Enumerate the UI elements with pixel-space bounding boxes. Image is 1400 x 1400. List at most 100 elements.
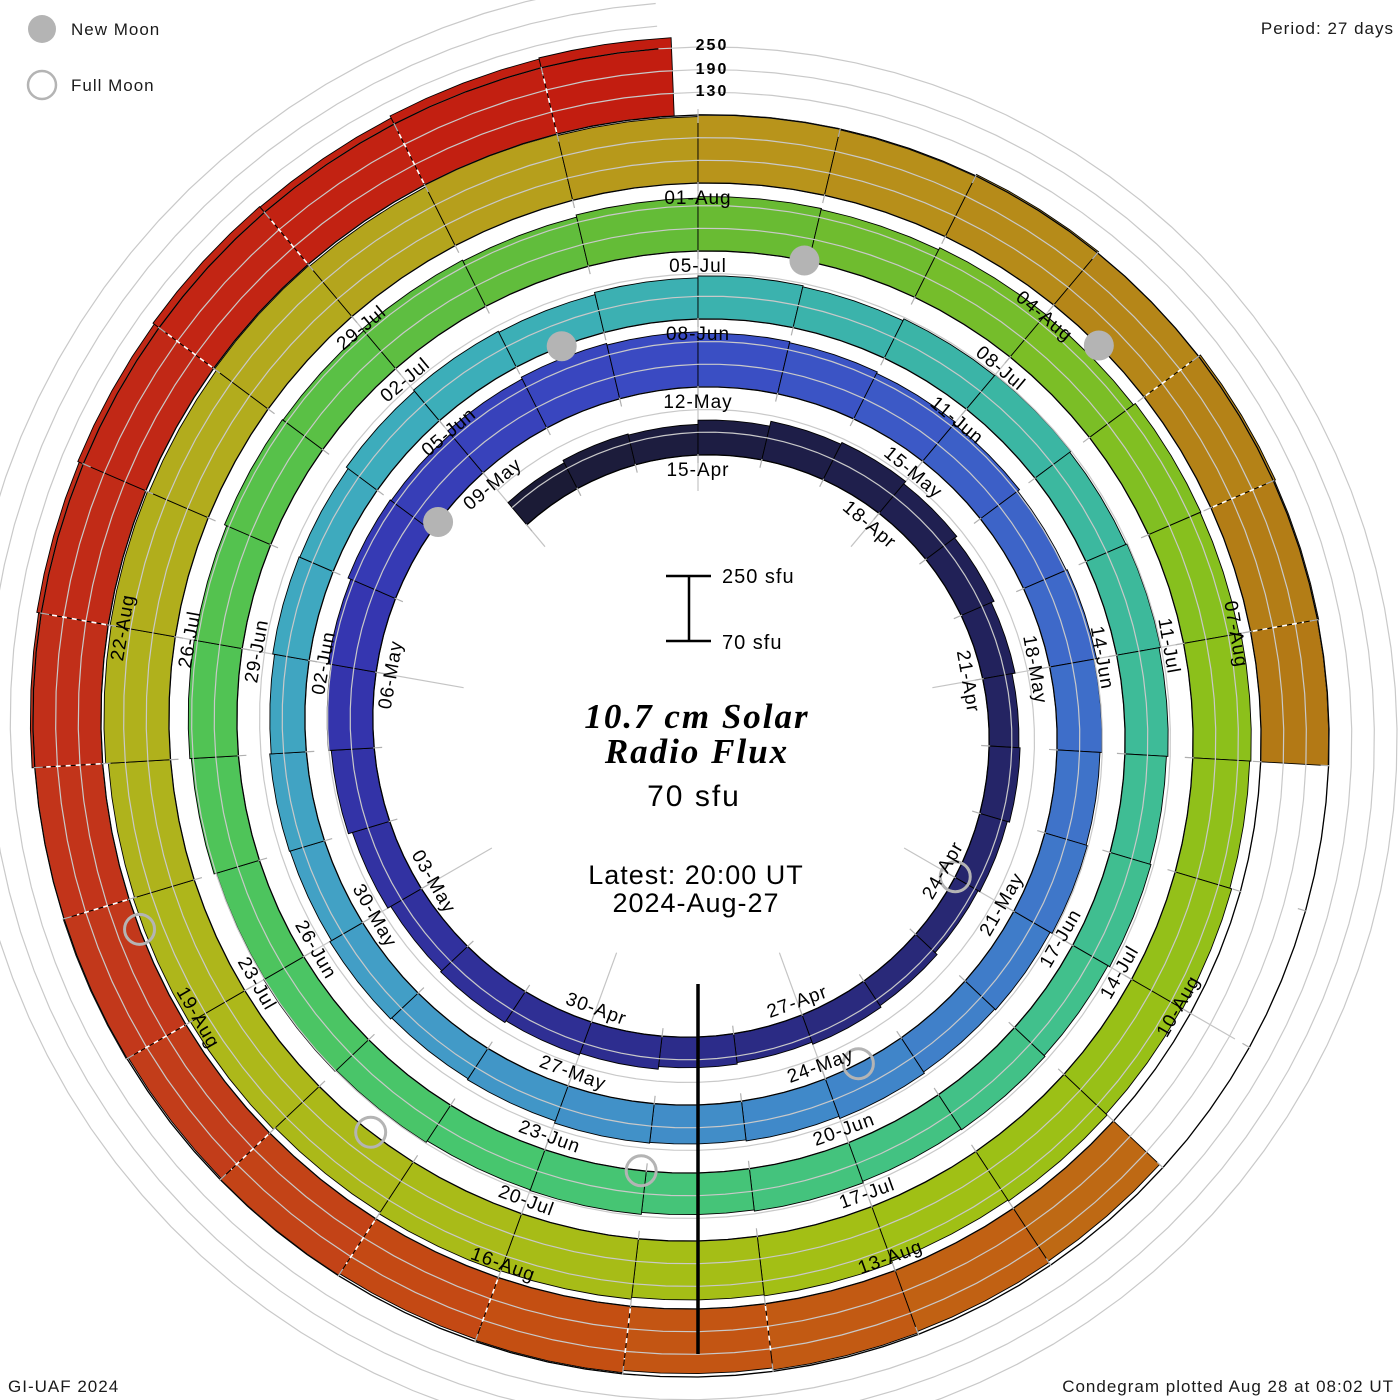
- full-moon-legend-label: Full Moon: [71, 76, 155, 95]
- day-tick: [1232, 888, 1242, 893]
- day-tick: [1107, 1115, 1115, 1123]
- full-moon-marker: [354, 1115, 388, 1149]
- day-tick: [212, 367, 221, 374]
- day-tick: [891, 1262, 896, 1272]
- day-tick: [302, 952, 311, 958]
- day-tick: [241, 647, 251, 651]
- day-tick: [266, 407, 275, 415]
- day-tick: [763, 1295, 766, 1305]
- day-tick: [361, 918, 370, 924]
- latest-reading-line1: Latest: 20:00 UT: [588, 860, 804, 890]
- day-tick: [321, 448, 330, 455]
- day-tick: [1184, 756, 1194, 759]
- flux-gridline: [9, 25, 1353, 1400]
- day-tick: [909, 928, 917, 936]
- day-tick: [524, 984, 531, 993]
- day-tick: [412, 1155, 419, 1164]
- scale-top-label: 250 sfu: [722, 566, 795, 588]
- date-label: 01-Aug: [664, 188, 731, 209]
- full-moon-marker: [938, 860, 972, 894]
- day-tick: [101, 762, 111, 765]
- day-tick: [947, 872, 957, 879]
- day-tick: [732, 1025, 735, 1035]
- day-tick: [798, 1007, 803, 1017]
- day-tick: [1091, 251, 1099, 260]
- day-tick: [941, 235, 947, 244]
- day-tick: [157, 326, 166, 334]
- day-tick: [1156, 1161, 1165, 1169]
- day-tick: [373, 746, 383, 749]
- day-tick: [933, 1087, 940, 1096]
- day-tick: [858, 974, 865, 983]
- day-tick: [481, 471, 489, 480]
- day-tick: [819, 478, 825, 488]
- day-tick: [790, 326, 794, 336]
- day-tick: [258, 857, 268, 862]
- day-tick: [1242, 1042, 1251, 1049]
- date-label: 12-May: [663, 392, 732, 413]
- day-tick: [556, 132, 560, 142]
- date-label: 08-Jun: [666, 324, 730, 345]
- day-tick: [1028, 477, 1037, 484]
- day-tick: [1048, 748, 1059, 751]
- day-tick: [376, 489, 384, 496]
- day-tick: [486, 1041, 493, 1050]
- flux-bar: [863, 933, 938, 1007]
- center-annotations: 10.7 cm Solar Radio Flux 70 sfu Latest: …: [584, 697, 807, 918]
- preliminary-data-divider: [541, 72, 558, 133]
- day-tick: [973, 517, 982, 525]
- preliminary-data-divider: [76, 899, 128, 916]
- day-tick: [449, 1098, 456, 1107]
- day-tick: [567, 1078, 572, 1088]
- full-moon-icon: [26, 69, 58, 101]
- day-tick: [107, 624, 117, 627]
- new-moon-marker: [789, 245, 820, 276]
- day-tick: [771, 1363, 774, 1373]
- day-tick: [1137, 395, 1146, 403]
- day-tick: [917, 460, 924, 468]
- day-tick: [587, 265, 591, 275]
- period-label: Period: 27 days: [1261, 19, 1394, 38]
- day-tick: [971, 174, 977, 184]
- day-tick: [634, 463, 638, 473]
- flux-bar: [215, 859, 305, 980]
- day-tick: [144, 489, 154, 495]
- day-tick: [394, 367, 402, 376]
- day-tick: [1041, 666, 1051, 669]
- day-tick: [645, 1163, 648, 1173]
- day-tick: [243, 986, 253, 992]
- day-tick: [1297, 908, 1307, 912]
- day-tick: [849, 417, 855, 427]
- day-tick: [1191, 355, 1200, 362]
- day-tick: [62, 915, 72, 920]
- day-tick: [1252, 760, 1262, 763]
- day-tick: [1167, 869, 1177, 873]
- flux-bar: [697, 419, 771, 461]
- day-tick: [837, 127, 841, 138]
- day-tick: [515, 365, 521, 375]
- day-tick: [1242, 630, 1252, 634]
- day-tick: [125, 1054, 135, 1060]
- flux-scale-bar: [666, 574, 711, 643]
- day-tick: [1082, 436, 1091, 443]
- day-tick: [33, 766, 43, 769]
- day-tick: [960, 407, 968, 416]
- day-tick: [474, 1333, 479, 1343]
- day-tick: [974, 678, 984, 681]
- day-tick: [1008, 1021, 1016, 1029]
- date-label: 15-Apr: [666, 460, 729, 481]
- day-tick: [1065, 940, 1074, 947]
- day-tick: [1078, 560, 1088, 566]
- day-tick: [1102, 849, 1112, 854]
- flux-bar: [329, 922, 419, 1020]
- day-tick: [910, 296, 916, 305]
- flux-bar: [190, 755, 260, 875]
- day-tick: [1265, 479, 1275, 485]
- day-tick: [1124, 974, 1133, 981]
- day-tick: [1048, 303, 1055, 312]
- day-tick: [1004, 355, 1012, 364]
- plotted-time-label: Condegram plotted Aug 28 at 08:02 UT: [1062, 1377, 1394, 1396]
- day-tick: [953, 614, 963, 620]
- day-tick: [193, 876, 203, 881]
